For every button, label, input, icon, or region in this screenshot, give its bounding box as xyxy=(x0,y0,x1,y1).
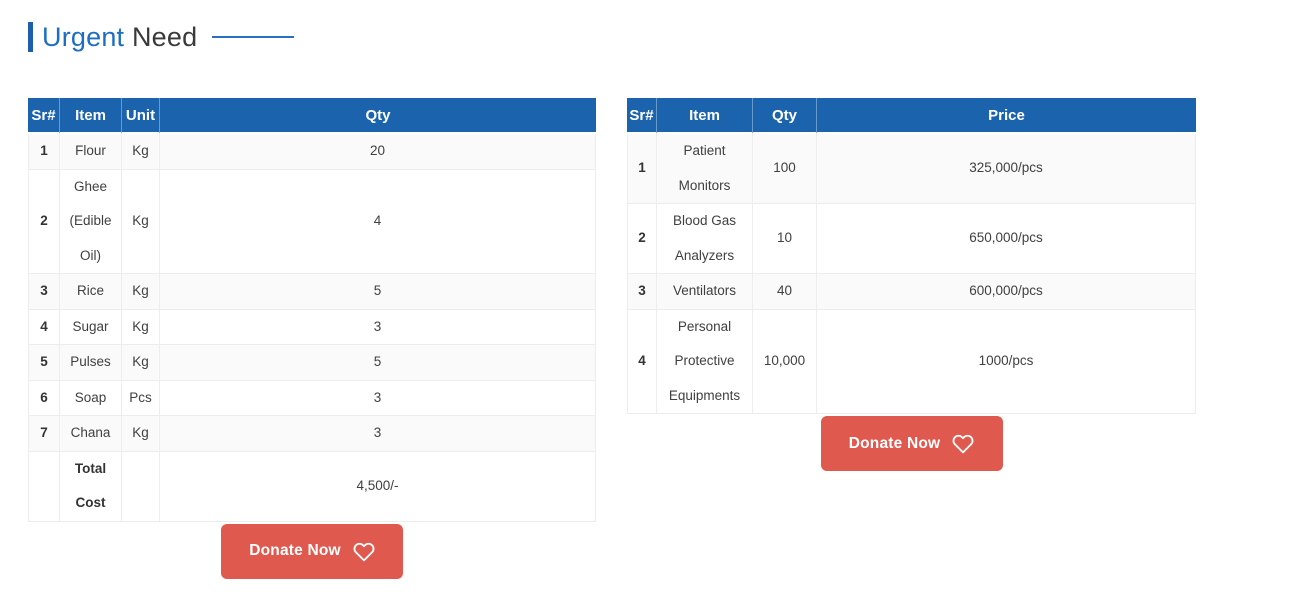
table-row: 5PulsesKg5 xyxy=(28,345,596,381)
table-cell: 650,000/pcs xyxy=(817,204,1196,274)
table-cell: 10 xyxy=(753,204,817,274)
table-header: Sr#ItemUnitQty xyxy=(28,98,596,134)
table-cell: Kg xyxy=(122,310,160,346)
table-cell: 3 xyxy=(160,381,596,417)
table-cell: 325,000/pcs xyxy=(817,134,1196,204)
sr-cell: 7 xyxy=(28,416,60,452)
table-cell: Kg xyxy=(122,416,160,452)
table-cell: 5 xyxy=(160,274,596,310)
column-header: Item xyxy=(657,98,753,134)
table-row: 2Ghee (Edible Oil)Kg4 xyxy=(28,170,596,275)
table-cell: Ventilators xyxy=(657,274,753,310)
sr-cell: 2 xyxy=(627,204,657,274)
table-cell: 20 xyxy=(160,134,596,170)
urgent-need-section: Urgent Need Sr#ItemUnitQty 1FlourKg202Gh… xyxy=(0,0,1290,579)
table-cell: Soap xyxy=(60,381,122,417)
table-cell: Kg xyxy=(122,134,160,170)
table-cell: 10,000 xyxy=(753,310,817,415)
donate-button-wrap-right: Donate Now xyxy=(627,416,1196,471)
total-label: Total Cost xyxy=(60,452,122,522)
column-header: Item xyxy=(60,98,122,134)
sr-cell: 5 xyxy=(28,345,60,381)
table-footer: Total Cost 4,500/- xyxy=(28,452,596,522)
table-cell: Sugar xyxy=(60,310,122,346)
page-title-primary: Urgent xyxy=(42,22,124,52)
table-cell: Patient Monitors xyxy=(657,134,753,204)
table-row: 1FlourKg20 xyxy=(28,134,596,170)
heart-icon xyxy=(952,433,974,454)
sr-cell: 6 xyxy=(28,381,60,417)
table-row: 6SoapPcs3 xyxy=(28,381,596,417)
table-cell: 1000/pcs xyxy=(817,310,1196,415)
table-cell: 40 xyxy=(753,274,817,310)
table-row: 1Patient Monitors100325,000/pcs xyxy=(627,134,1196,204)
column-header: Price xyxy=(817,98,1196,134)
header-row: Sr#ItemQtyPrice xyxy=(627,98,1196,134)
donate-button-label: Donate Now xyxy=(849,435,941,453)
table-cell: 4 xyxy=(160,170,596,275)
table-cell: Kg xyxy=(122,170,160,275)
table-header: Sr#ItemQtyPrice xyxy=(627,98,1196,134)
section-title: Urgent Need xyxy=(28,20,1290,54)
title-accent-bar xyxy=(28,22,33,52)
medical-equipment-block: Sr#ItemQtyPrice 1Patient Monitors100325,… xyxy=(627,98,1196,471)
sr-cell: 3 xyxy=(28,274,60,310)
table-cell: Personal Protective Equipments xyxy=(657,310,753,415)
table-cell xyxy=(28,452,60,522)
table-cell: Kg xyxy=(122,345,160,381)
page-title-secondary: Need xyxy=(132,22,197,52)
sr-cell: 2 xyxy=(28,170,60,275)
sr-cell: 1 xyxy=(28,134,60,170)
table-row: 3Ventilators40600,000/pcs xyxy=(627,274,1196,310)
total-row: Total Cost 4,500/- xyxy=(28,452,596,522)
column-header: Qty xyxy=(160,98,596,134)
donate-button-wrap-left: Donate Now xyxy=(28,524,596,579)
column-header: Qty xyxy=(753,98,817,134)
tables-row: Sr#ItemUnitQty 1FlourKg202Ghee (Edible O… xyxy=(28,98,1290,579)
table-row: 4Personal Protective Equipments10,000100… xyxy=(627,310,1196,415)
table-cell: Kg xyxy=(122,274,160,310)
table-cell: Pcs xyxy=(122,381,160,417)
table-cell: Flour xyxy=(60,134,122,170)
food-items-table: Sr#ItemUnitQty 1FlourKg202Ghee (Edible O… xyxy=(28,98,596,522)
heart-icon xyxy=(353,541,375,562)
medical-equipment-table: Sr#ItemQtyPrice 1Patient Monitors100325,… xyxy=(627,98,1196,414)
table-body: 1FlourKg202Ghee (Edible Oil)Kg43RiceKg54… xyxy=(28,134,596,452)
table-cell: 5 xyxy=(160,345,596,381)
donate-now-button-food[interactable]: Donate Now xyxy=(221,524,403,579)
sr-cell: 1 xyxy=(627,134,657,204)
column-header: Sr# xyxy=(28,98,60,134)
table-row: 3RiceKg5 xyxy=(28,274,596,310)
title-decorative-line xyxy=(212,36,294,38)
table-row: 7ChanaKg3 xyxy=(28,416,596,452)
table-row: 2Blood Gas Analyzers10650,000/pcs xyxy=(627,204,1196,274)
table-cell: 3 xyxy=(160,416,596,452)
table-cell: Pulses xyxy=(60,345,122,381)
donate-now-button-equipment[interactable]: Donate Now xyxy=(821,416,1003,471)
table-cell: Chana xyxy=(60,416,122,452)
donate-button-label: Donate Now xyxy=(249,542,341,560)
sr-cell: 4 xyxy=(28,310,60,346)
header-row: Sr#ItemUnitQty xyxy=(28,98,596,134)
table-cell: 600,000/pcs xyxy=(817,274,1196,310)
table-cell: Blood Gas Analyzers xyxy=(657,204,753,274)
page-title: Urgent Need xyxy=(42,22,197,53)
food-items-block: Sr#ItemUnitQty 1FlourKg202Ghee (Edible O… xyxy=(28,98,596,579)
column-header: Sr# xyxy=(627,98,657,134)
sr-cell: 4 xyxy=(627,310,657,415)
column-header: Unit xyxy=(122,98,160,134)
table-cell: 3 xyxy=(160,310,596,346)
table-cell: Rice xyxy=(60,274,122,310)
table-cell: Ghee (Edible Oil) xyxy=(60,170,122,275)
total-value: 4,500/- xyxy=(160,452,596,522)
sr-cell: 3 xyxy=(627,274,657,310)
table-cell: 100 xyxy=(753,134,817,204)
table-cell xyxy=(122,452,160,522)
table-row: 4SugarKg3 xyxy=(28,310,596,346)
table-body: 1Patient Monitors100325,000/pcs2Blood Ga… xyxy=(627,134,1196,414)
